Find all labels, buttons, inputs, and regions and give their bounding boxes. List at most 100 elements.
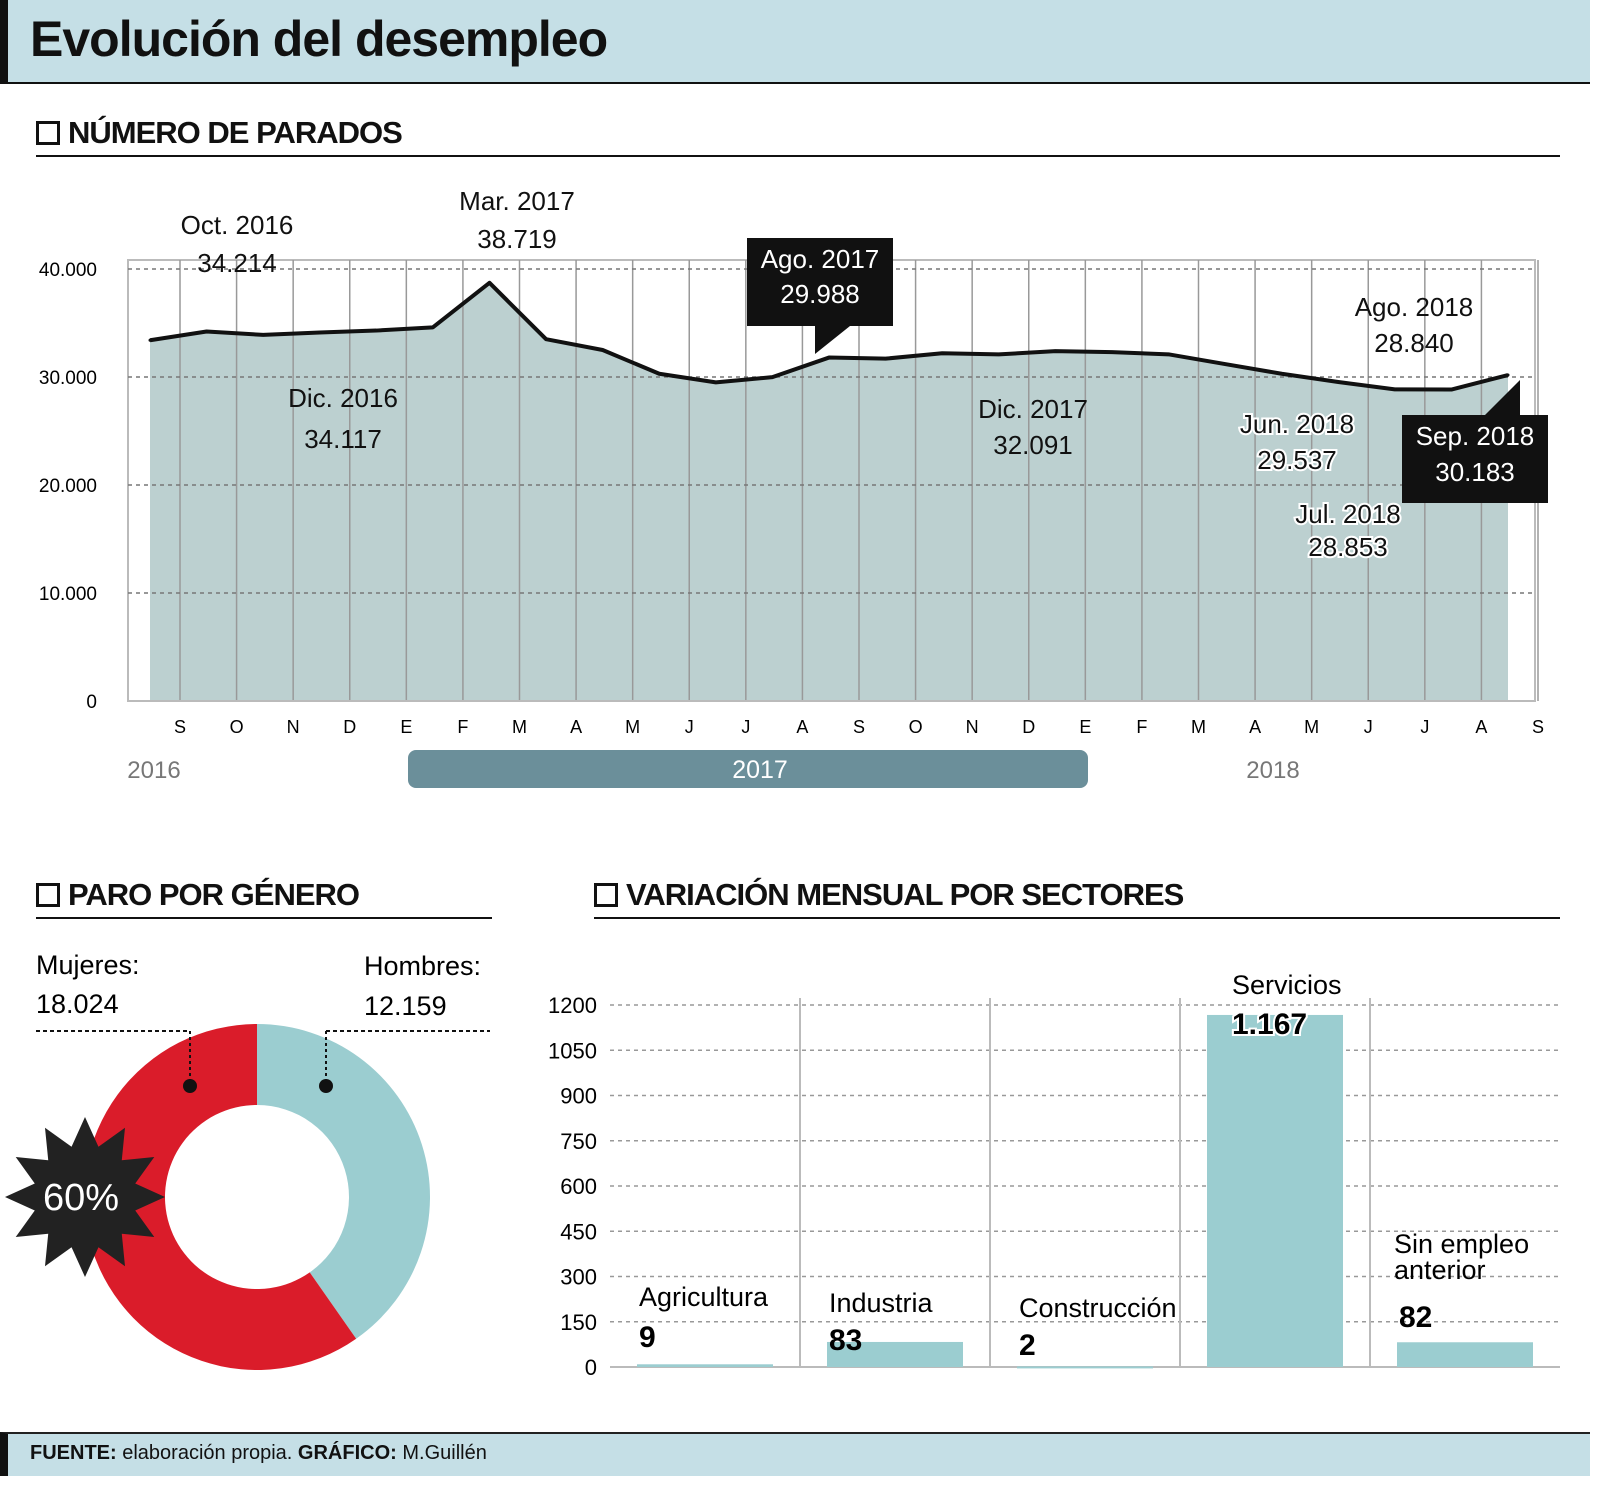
square-icon	[594, 883, 618, 907]
annotation-value: 29.537	[1257, 445, 1337, 475]
value-label: 9	[639, 1321, 656, 1354]
y-tick-label: 20.000	[39, 476, 97, 497]
slice-value: 12.159	[364, 991, 447, 1021]
line-chart: S O N D E F M A M J J A S O N D E F M A M J J A S 0 10.000 20.000 30…	[39, 186, 1548, 788]
y-tick-label: 1050	[548, 1038, 597, 1063]
data-point	[1506, 373, 1510, 377]
category-label: Construcción	[1019, 1293, 1177, 1323]
section-title: NÚMERO DE PARADOS	[68, 115, 403, 150]
section-genero: PARO POR GÉNERO	[36, 877, 360, 913]
data-point	[657, 372, 661, 376]
x-tick-label: O	[909, 717, 923, 737]
data-point	[884, 357, 888, 361]
annotation-value: 30.183	[1435, 457, 1515, 487]
data-point	[374, 329, 378, 333]
x-tick-label: S	[174, 717, 186, 737]
x-tick-label: S	[1532, 717, 1544, 737]
x-tick-label: N	[287, 717, 300, 737]
annotation-value: 38.719	[477, 224, 557, 254]
bar	[1017, 1366, 1153, 1369]
x-tick-label: M	[512, 717, 527, 737]
data-point	[488, 281, 491, 285]
data-point	[318, 331, 322, 335]
slice-name: Mujeres:	[36, 950, 140, 980]
divider	[36, 917, 492, 919]
x-tick-label: A	[1249, 717, 1261, 737]
y-tick-label: 1200	[548, 993, 597, 1018]
value-label: 82	[1399, 1301, 1432, 1334]
data-point	[601, 348, 605, 352]
data-point	[997, 352, 1001, 356]
year-label: 2016	[127, 757, 180, 784]
category-label: Industria	[829, 1288, 934, 1318]
data-point	[714, 380, 718, 384]
y-tick-label: 900	[560, 1084, 597, 1109]
donut-chart: Mujeres: 18.024 Hombres: 12.159 60%	[5, 950, 490, 1370]
credit-text: M.Guillén	[402, 1442, 487, 1464]
value-label: 1.167	[1232, 1008, 1307, 1041]
annotation-label: Jul. 2018	[1295, 499, 1401, 529]
annotation-label: Oct. 2016	[181, 210, 294, 240]
data-point	[770, 375, 774, 379]
category-label: Servicios	[1232, 970, 1342, 1000]
year-bar	[408, 750, 1088, 788]
y-tick-label: 10.000	[39, 584, 97, 605]
x-tick-label: A	[796, 717, 808, 737]
x-tick-label: O	[230, 717, 244, 737]
data-point	[1223, 362, 1227, 366]
callout-pointer	[815, 326, 850, 354]
data-point	[1449, 388, 1453, 392]
annotation-label: Jun. 2018	[1240, 409, 1354, 439]
annotation-value: 34.117	[304, 424, 382, 454]
callout-box	[747, 238, 893, 326]
data-point	[148, 338, 152, 342]
section-title: VARIACIÓN MENSUAL POR SECTORES	[626, 877, 1184, 912]
x-tick-label: J	[1364, 717, 1373, 737]
x-tick-label: M	[1191, 717, 1206, 737]
source-label: FUENTE:	[30, 1442, 117, 1464]
section-parados: NÚMERO DE PARADOS	[36, 115, 403, 151]
x-tick-label: J	[685, 717, 694, 737]
divider	[36, 155, 1560, 157]
slice-hombres	[257, 1024, 430, 1339]
annotation-label: Ago. 2017	[761, 244, 880, 274]
annotation-value: 28.840	[1374, 328, 1454, 358]
annotation-label: Ago. 2018	[1355, 292, 1474, 322]
leader-dot	[183, 1079, 197, 1093]
x-tick-label: E	[1079, 717, 1091, 737]
data-point	[1336, 380, 1340, 384]
percent-label: 60%	[43, 1177, 119, 1219]
value-label: 83	[829, 1324, 862, 1357]
y-tick-label: 40.000	[39, 260, 97, 281]
y-tick-label: 150	[560, 1310, 597, 1335]
data-point	[1280, 372, 1284, 376]
annotation-value: 32.091	[993, 430, 1073, 460]
divider	[594, 917, 1560, 919]
annotation-label: Sep. 2018	[1416, 421, 1535, 451]
x-tick-label: M	[1304, 717, 1319, 737]
section-sectores: VARIACIÓN MENSUAL POR SECTORES	[594, 877, 1184, 913]
x-tick-label: D	[1022, 717, 1035, 737]
square-icon	[36, 121, 60, 145]
y-tick-label: 0	[86, 692, 97, 713]
callout-pointer	[1485, 380, 1520, 415]
x-tick-label: E	[400, 717, 412, 737]
annotation-label: Dic. 2017	[978, 394, 1088, 424]
annotation-value: 29.988	[780, 279, 860, 309]
page-title: Evolución del desempleo	[30, 11, 608, 67]
y-tick-label: 30.000	[39, 368, 97, 389]
data-point	[1110, 350, 1114, 354]
x-tick-label: A	[1475, 717, 1487, 737]
y-tick-label: 600	[560, 1174, 597, 1199]
x-tick-label: A	[570, 717, 582, 737]
section-title: PARO POR GÉNERO	[68, 877, 360, 912]
title-bar	[0, 0, 1590, 84]
bar-chart: 0 150 300 450 600 750 900 1050 1200 Agricultura 9 I…	[548, 970, 1560, 1380]
bar	[1207, 1014, 1343, 1367]
callout-box	[1402, 415, 1548, 503]
x-tick-label: M	[625, 717, 640, 737]
annotation-value: 28.853	[1308, 532, 1388, 562]
bar	[637, 1364, 773, 1367]
annotation-value: 34.214	[197, 248, 277, 278]
data-point	[261, 333, 265, 337]
